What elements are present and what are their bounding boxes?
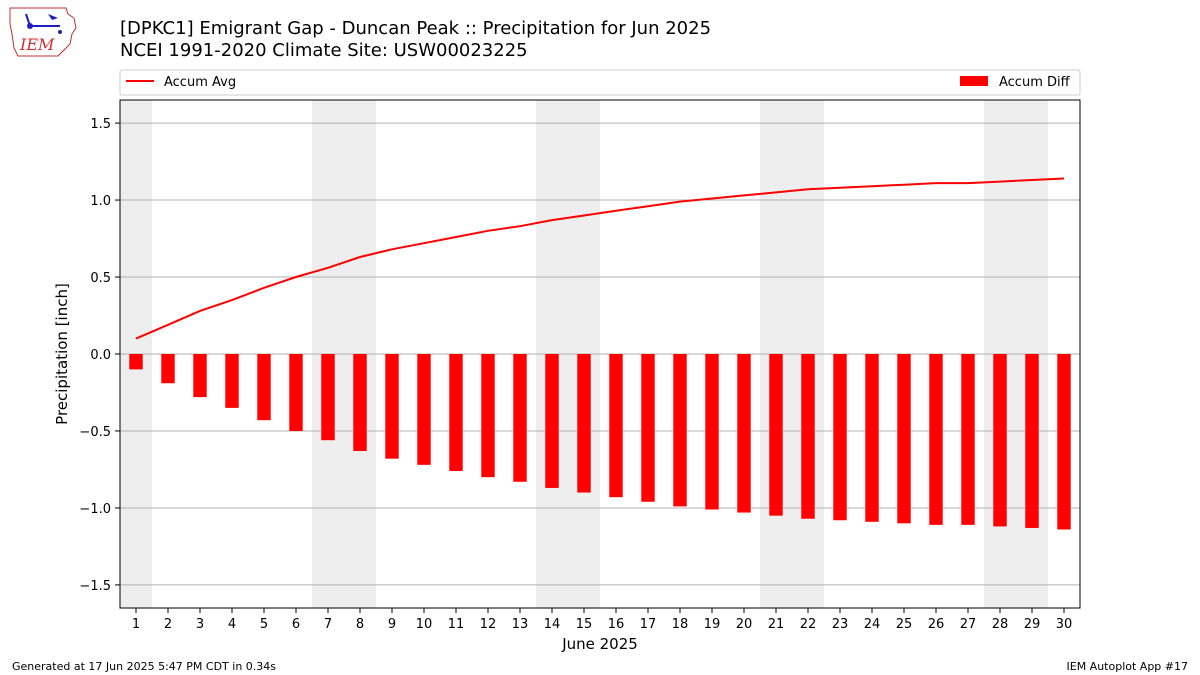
- x-tick-label: 28: [992, 617, 1009, 632]
- x-tick-label: 22: [800, 617, 817, 632]
- x-tick-label: 16: [608, 617, 625, 632]
- accum-diff-bar: [961, 354, 975, 525]
- legend-frame: [119, 69, 1081, 96]
- accum-diff-bar: [577, 354, 591, 493]
- x-tick-label: 8: [356, 617, 364, 632]
- x-tick-label: 4: [228, 617, 236, 632]
- accum-diff-bar: [289, 354, 303, 431]
- accum-diff-bar: [641, 354, 655, 502]
- accum-avg-line: [135, 177, 1065, 340]
- accum-diff-bar: [193, 354, 207, 398]
- x-tick-label: 27: [960, 617, 977, 632]
- y-tick-label: −1.5: [79, 579, 111, 594]
- x-tick-label: 11: [448, 617, 465, 632]
- x-tick-label: 6: [292, 617, 300, 632]
- accum-diff-bar: [385, 354, 399, 459]
- chart-title: [DPKC1] Emigrant Gap - Duncan Peak :: Pr…: [120, 18, 711, 62]
- accum-diff-bar: [865, 354, 879, 522]
- x-tick-label: 15: [576, 617, 593, 632]
- x-tick-label: 17: [640, 617, 657, 632]
- accum-diff-bar: [353, 354, 367, 451]
- x-tick-label: 12: [480, 617, 497, 632]
- legend: Accum Avg Accum Diff: [119, 69, 1081, 96]
- x-tick-label: 26: [928, 617, 945, 632]
- y-axis-ticks: −1.5 −1.0 −0.5 0.0 0.5 1.0 1.5: [79, 117, 120, 594]
- y-tick-label: 0.0: [90, 348, 111, 363]
- x-tick-label: 18: [672, 617, 689, 632]
- y-axis-label: Precipitation [inch]: [53, 283, 71, 425]
- y-tick-label: −1.0: [79, 502, 111, 517]
- legend-accum-diff-swatch: [960, 76, 988, 86]
- y-tick-label: 0.5: [90, 271, 111, 286]
- x-axis-label: June 2025: [561, 635, 638, 653]
- title-line-1: [DPKC1] Emigrant Gap - Duncan Peak :: Pr…: [120, 18, 712, 39]
- legend-accum-avg-label: Accum Avg: [164, 75, 236, 90]
- accum-diff-bar: [705, 354, 719, 510]
- y-tick-label: 1.0: [90, 194, 111, 209]
- accum-diff-bar: [769, 354, 783, 516]
- accum-diff-bar: [481, 354, 495, 478]
- x-tick-label: 21: [768, 617, 785, 632]
- grid-lines: [120, 122, 1080, 586]
- accum-diff-bar: [161, 354, 175, 384]
- accum-diff-bar: [129, 354, 143, 370]
- legend-accum-diff-label: Accum Diff: [999, 75, 1071, 90]
- accum-avg-polyline: [135, 177, 1065, 340]
- x-tick-label: 23: [832, 617, 849, 632]
- x-tick-label: 20: [736, 617, 753, 632]
- app-label: IEM Autoplot App #17: [1066, 660, 1189, 673]
- y-tick-label: 1.5: [90, 117, 111, 132]
- y-tick-label: −0.5: [79, 425, 111, 440]
- x-tick-label: 9: [388, 617, 396, 632]
- x-axis-ticks: 1 2 3 4 5 6 7 8 9 10 11 12 13 14 15 16 17 18 19 20 21 22 23 24 2…: [132, 608, 1072, 632]
- x-tick-label: 10: [416, 617, 433, 632]
- iem-logo: IEM: [8, 4, 80, 60]
- accum-diff-bar: [545, 354, 559, 488]
- x-tick-label: 5: [260, 617, 268, 632]
- accum-diff-bar: [257, 354, 271, 421]
- x-tick-label: 7: [324, 617, 332, 632]
- x-tick-label: 2: [164, 617, 172, 632]
- accum-diff-bar: [1057, 354, 1071, 530]
- accum-diff-bar: [321, 354, 335, 441]
- x-tick-label: 13: [512, 617, 529, 632]
- x-tick-label: 19: [704, 617, 721, 632]
- accum-diff-bar: [609, 354, 623, 498]
- accum-diff-bar: [993, 354, 1007, 527]
- x-tick-label: 29: [1024, 617, 1041, 632]
- accum-diff-bar: [801, 354, 815, 519]
- accum-diff-bar: [833, 354, 847, 521]
- accum-diff-bar: [449, 354, 463, 471]
- accum-diff-bar: [513, 354, 527, 482]
- accum-diff-bars: [129, 354, 1071, 530]
- accum-diff-bar: [897, 354, 911, 524]
- accum-diff-bar: [225, 354, 239, 408]
- x-tick-label: 1: [132, 617, 140, 632]
- x-tick-label: 14: [544, 617, 561, 632]
- x-tick-label: 25: [896, 617, 913, 632]
- x-tick-label: 3: [196, 617, 204, 632]
- x-tick-label: 30: [1056, 617, 1073, 632]
- accum-diff-bar: [1025, 354, 1039, 528]
- accum-diff-bar: [737, 354, 751, 513]
- logo-text: IEM: [19, 35, 55, 54]
- accum-diff-bar: [417, 354, 431, 465]
- accum-diff-bar: [673, 354, 687, 507]
- x-tick-label: 24: [864, 617, 881, 632]
- generated-timestamp: Generated at 17 Jun 2025 5:47 PM CDT in …: [12, 660, 277, 673]
- accum-diff-bar: [929, 354, 943, 525]
- title-line-2: NCEI 1991-2020 Climate Site: USW00023225: [120, 40, 528, 61]
